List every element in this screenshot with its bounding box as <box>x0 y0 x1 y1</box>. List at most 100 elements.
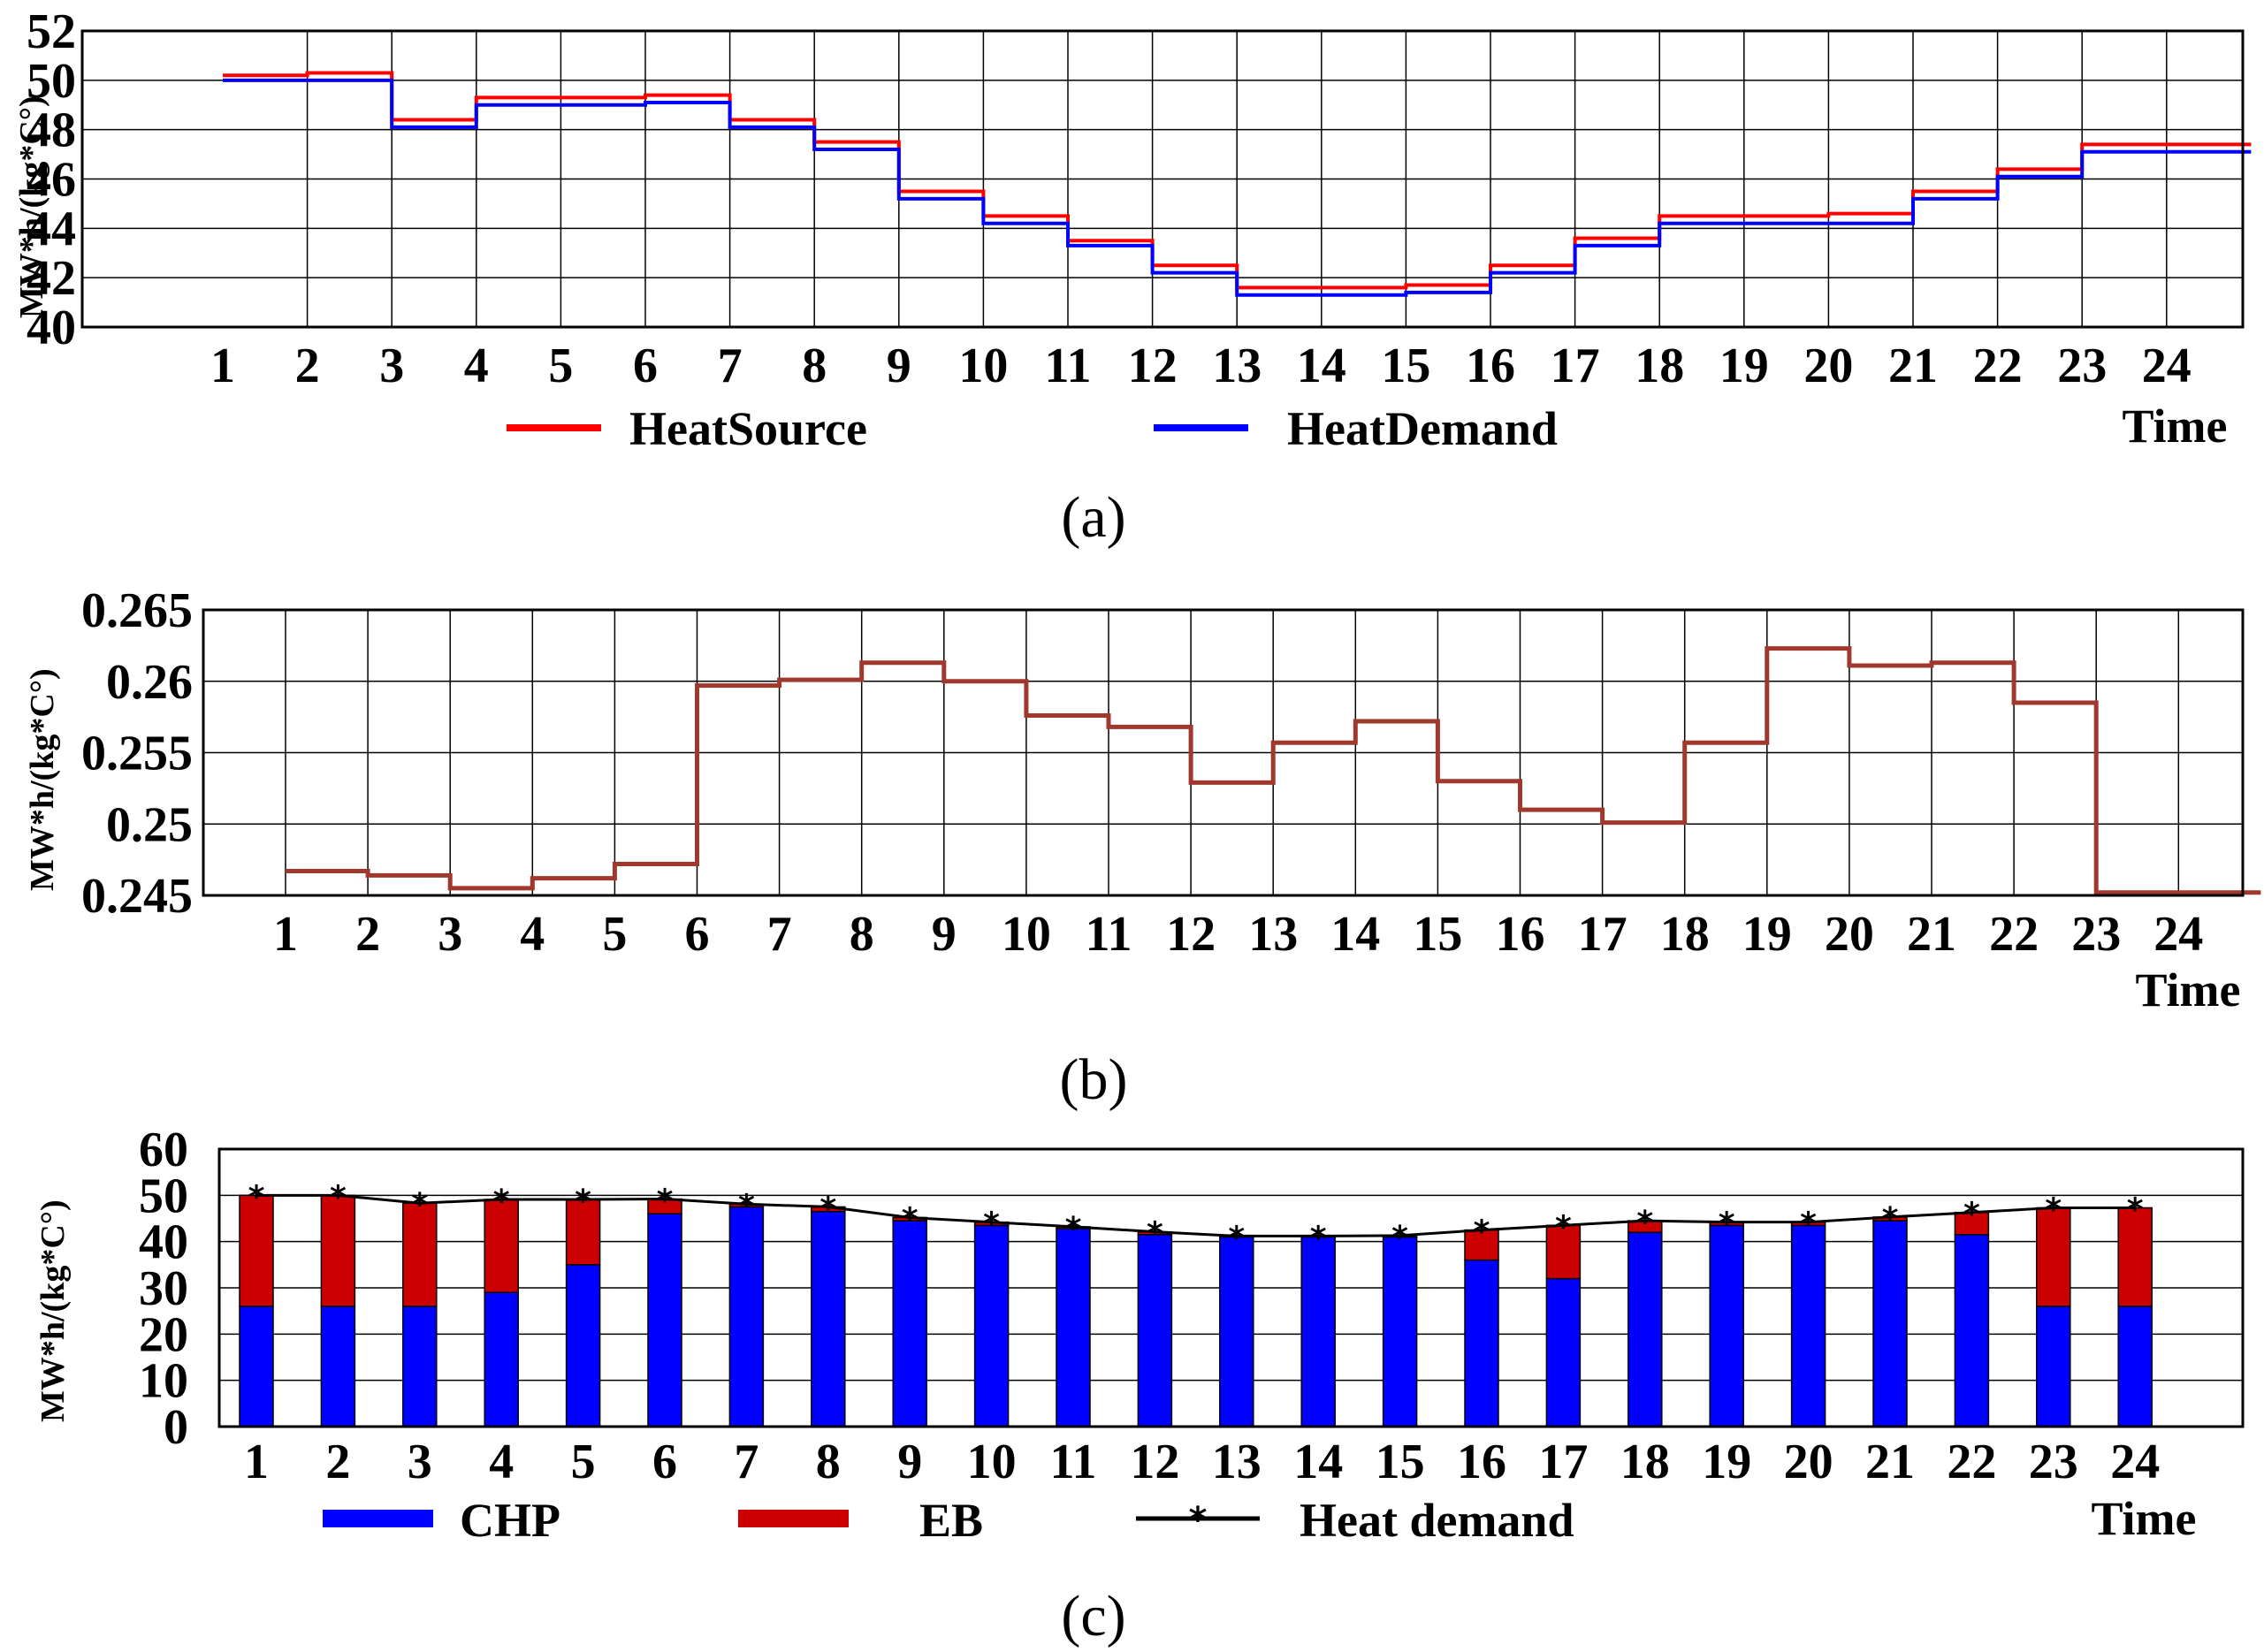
c-heat-demand-marker: * <box>1800 1207 1817 1243</box>
b-y-tick-label: 0.245 <box>81 869 193 924</box>
c-x-tick-label: 22 <box>1947 1435 1996 1489</box>
c-heat-demand-marker: * <box>1147 1216 1163 1252</box>
c-heat-demand-marker: * <box>1882 1201 1899 1237</box>
c-bar-chp <box>320 1306 356 1427</box>
c-heat-demand-marker: * <box>1065 1211 1082 1247</box>
c-x-tick-label: 10 <box>967 1435 1017 1489</box>
b-x-tick-label: 23 <box>2071 907 2121 962</box>
c-heat-demand-marker: * <box>1963 1197 1980 1233</box>
c-x-tick-label: 23 <box>2029 1435 2078 1489</box>
b-y-tick-label: 0.25 <box>106 797 193 852</box>
c-x-tick-label: 13 <box>1212 1435 1262 1489</box>
c-heat-demand-marker: * <box>819 1191 836 1227</box>
b-x-tick-label: 22 <box>1989 907 2039 962</box>
a-y-tick-label: 50 <box>27 54 76 109</box>
a-x-tick-label: 15 <box>1381 339 1430 393</box>
c-x-tick-label: 17 <box>1538 1435 1588 1489</box>
a-x-tick-label: 22 <box>1973 339 2023 393</box>
caption-a: (a) <box>1061 485 1125 550</box>
c-x-tick-label: 20 <box>1784 1435 1833 1489</box>
c-bar-chp <box>1627 1231 1663 1427</box>
a-x-tick-label: 1 <box>210 339 235 393</box>
c-bar-chp <box>1382 1236 1418 1427</box>
a-x-tick-label: 20 <box>1803 339 1853 393</box>
c-bar-eb <box>1545 1224 1582 1280</box>
c-bar-chp <box>647 1213 682 1427</box>
c-y-tick-label: 30 <box>139 1261 188 1316</box>
c-bar-chp <box>484 1291 519 1427</box>
c-bar-eb <box>2117 1207 2153 1307</box>
c-legend-marker-heat-demand: * <box>1189 1500 1208 1541</box>
c-x-tick-label: 24 <box>2110 1435 2160 1489</box>
b-y-axis-label: MW*h/(kg*C°) <box>24 668 61 891</box>
c-bar-chp <box>565 1264 601 1427</box>
c-y-tick-label: 10 <box>139 1354 188 1409</box>
a-x-tick-label: 24 <box>2142 339 2192 393</box>
b-x-tick-label: 8 <box>850 907 874 962</box>
c-bar-chp <box>1137 1234 1173 1427</box>
c-x-tick-label: 15 <box>1376 1435 1425 1489</box>
a-legend-label-heatsource: HeatSource <box>629 402 867 455</box>
c-heat-demand-marker: * <box>657 1184 674 1220</box>
c-heat-demand-marker: * <box>330 1179 347 1215</box>
c-bar-eb <box>565 1199 601 1266</box>
c-heat-demand-marker: * <box>411 1187 428 1223</box>
c-x-tick-label: 19 <box>1702 1435 1751 1489</box>
c-x-tick-label: 9 <box>897 1435 922 1489</box>
a-x-tick-label: 23 <box>2057 339 2107 393</box>
c-bar-chp <box>973 1224 1010 1427</box>
b-x-tick-label: 12 <box>1166 907 1216 962</box>
a-x-tick-label: 5 <box>548 339 573 393</box>
c-heat-demand-marker: * <box>902 1201 919 1237</box>
b-x-tick-label: 2 <box>355 907 380 962</box>
a-x-tick-label: 3 <box>379 339 404 393</box>
b-x-axis-label: Time <box>2136 963 2241 1016</box>
b-x-tick-label: 4 <box>520 907 545 962</box>
c-x-tick-label: 11 <box>1050 1435 1097 1489</box>
c-bar-chp <box>1545 1277 1582 1427</box>
c-bar-chp <box>1464 1259 1499 1427</box>
b-x-tick-label: 11 <box>1086 907 1132 962</box>
c-heat-demand-marker: * <box>2045 1191 2062 1228</box>
b-x-tick-label: 19 <box>1742 907 1792 962</box>
c-bar-chp <box>892 1220 927 1427</box>
b-plot-frame <box>202 608 2245 897</box>
c-x-tick-label: 8 <box>816 1435 841 1489</box>
c-x-tick-label: 21 <box>1865 1435 1915 1489</box>
c-bar-eb <box>402 1202 438 1307</box>
c-heat-demand-marker: * <box>1555 1209 1572 1245</box>
c-heat-demand-marker: * <box>575 1184 591 1220</box>
c-bar-chp <box>402 1306 438 1427</box>
c-heat-demand-marker: * <box>1474 1214 1490 1251</box>
a-series-heatdemand <box>223 78 2252 297</box>
c-bar-chp <box>239 1306 274 1427</box>
caption-b: (b) <box>1060 1047 1128 1112</box>
b-x-tick-label: 5 <box>602 907 627 962</box>
a-x-tick-label: 12 <box>1128 339 1178 393</box>
c-bar-chp <box>1954 1234 1990 1427</box>
c-bar-eb <box>484 1199 519 1293</box>
b-x-tick-label: 1 <box>273 907 298 962</box>
c-heat-demand-marker: * <box>983 1207 1000 1243</box>
c-bar-eb <box>239 1194 274 1307</box>
c-x-tick-label: 5 <box>571 1435 596 1489</box>
a-legend-label-heatdemand: HeatDemand <box>1287 402 1558 455</box>
a-y-tick-label: 46 <box>27 153 76 208</box>
c-legend-label-chp: CHP <box>460 1494 560 1547</box>
c-bar-chp <box>1300 1236 1336 1427</box>
c-x-tick-label: 18 <box>1620 1435 1670 1489</box>
a-x-tick-label: 14 <box>1297 339 1346 393</box>
b-y-tick-label: 0.255 <box>81 727 193 781</box>
b-x-tick-label: 21 <box>1907 907 1956 962</box>
a-x-tick-label: 2 <box>295 339 320 393</box>
c-plot-frame <box>217 1147 2245 1428</box>
b-x-tick-label: 15 <box>1413 907 1462 962</box>
c-heat-demand-marker: * <box>1228 1220 1245 1256</box>
a-plot-frame <box>80 29 2245 329</box>
c-legend-label-eb: EB <box>919 1494 983 1547</box>
a-y-axis-label: MW*h/(kg*C°) <box>13 95 50 318</box>
c-x-tick-label: 6 <box>652 1435 677 1489</box>
c-bar-chp <box>1219 1236 1254 1427</box>
